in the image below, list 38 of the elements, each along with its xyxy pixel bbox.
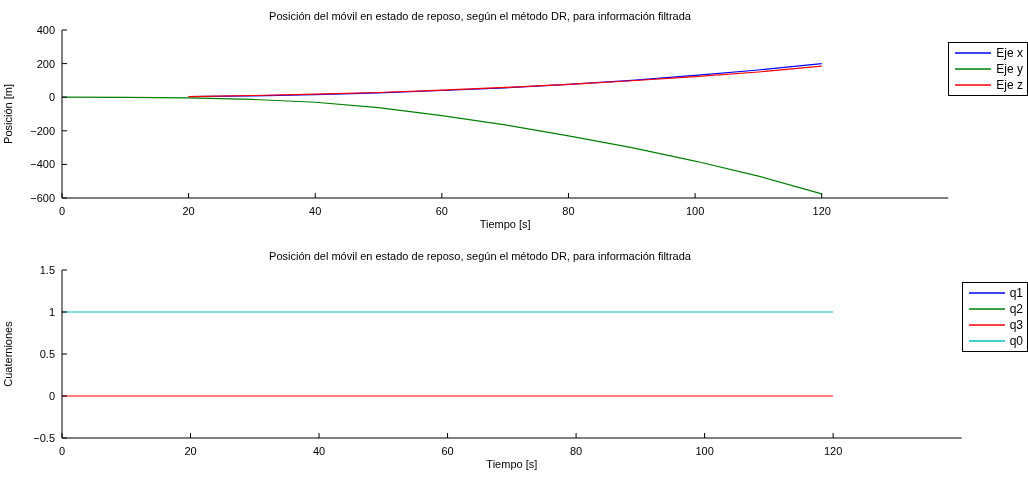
x-tick-label: 20: [184, 444, 197, 457]
x-tick-label: 40: [309, 204, 322, 217]
chart-title: Posición del móvil en estado de reposo, según el método DR, para información filtrada: [268, 10, 692, 22]
legend-label: Eje y: [996, 62, 1023, 76]
legend-label: q1: [1009, 286, 1023, 300]
y-tick-label: 1.5: [39, 263, 55, 276]
y-tick-label: −200: [30, 124, 55, 137]
x-tick-label: 80: [562, 204, 575, 217]
y-tick-label: 400: [36, 23, 55, 36]
y-tick-label: 1: [48, 305, 55, 318]
x-tick-label: 60: [441, 444, 454, 457]
x-tick-label: 0: [58, 204, 66, 217]
y-tick-label: −600: [30, 191, 55, 204]
legend-label: q2: [1009, 302, 1023, 316]
x-axis-title: Tiempo [s]: [486, 458, 538, 470]
legend-label: Eje z: [996, 78, 1023, 92]
x-tick-label: 100: [695, 444, 714, 457]
legend-label: q0: [1009, 334, 1023, 348]
x-tick-label: 80: [569, 444, 583, 457]
x-tick-label: 0: [58, 444, 66, 457]
y-tick-label: −400: [30, 158, 55, 171]
x-tick-label: 20: [182, 204, 195, 217]
y-tick-label: 0: [48, 91, 55, 104]
legend-label: q3: [1009, 318, 1023, 332]
x-axis-title: Tiempo [s]: [479, 218, 531, 230]
y-tick-label: 0.5: [39, 347, 55, 360]
y-tick-label: 0: [48, 389, 55, 402]
x-tick-label: 120: [823, 444, 843, 457]
chart-title: Posición del móvil en estado de reposo, según el método DR, para información filtrada: [268, 250, 692, 262]
y-axis-title: Posición [m]: [1, 84, 14, 144]
x-tick-label: 60: [435, 204, 448, 217]
y-tick-label: −0.5: [33, 431, 55, 444]
x-tick-label: 120: [812, 204, 831, 217]
x-tick-label: 40: [312, 444, 326, 457]
y-axis-title: Cuaterniones: [1, 320, 14, 387]
y-tick-label: 200: [36, 57, 55, 70]
x-tick-label: 100: [685, 204, 705, 217]
legend-label: Eje x: [996, 46, 1023, 60]
